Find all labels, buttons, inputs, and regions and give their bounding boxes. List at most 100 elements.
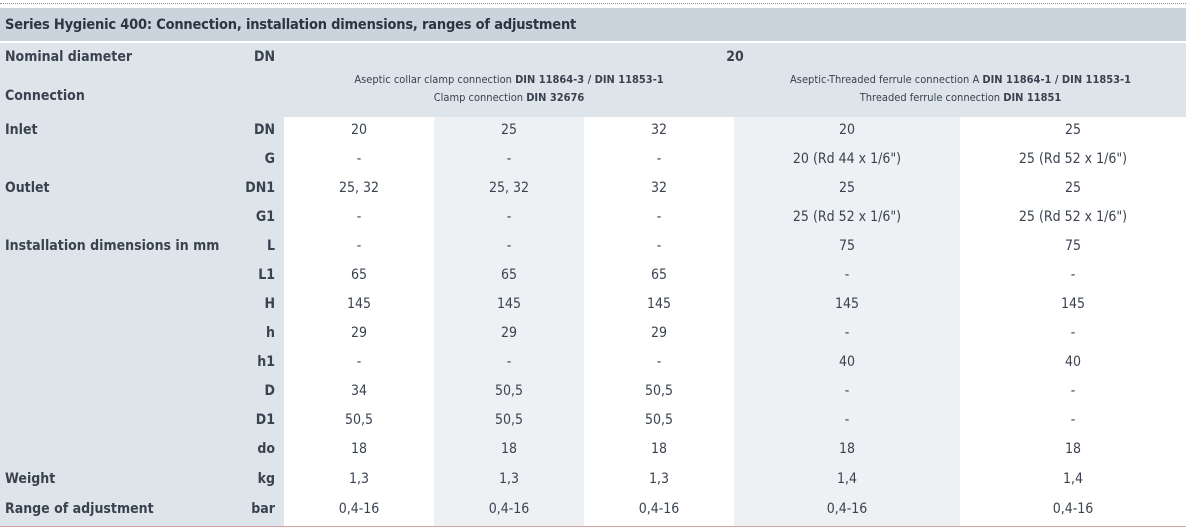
table-cell: 40: [1064, 354, 1082, 370]
table-cell: 32: [650, 180, 668, 196]
table-cell: 18: [1064, 441, 1082, 457]
row-label: Installation dimensions in mm: [5, 238, 220, 254]
table-cell: 75: [838, 238, 856, 254]
table-cell: 25 (Rd 52 x 1/6"): [1018, 209, 1128, 225]
table-cell: 1,3: [498, 471, 520, 487]
table-cell: 75: [1064, 238, 1082, 254]
row-unit: D1: [255, 412, 275, 428]
table-cell: 1,4: [1062, 471, 1084, 487]
table-cell: 25 (Rd 52 x 1/6"): [1018, 151, 1128, 167]
table-cell: -: [1070, 267, 1076, 283]
table-cell: 25: [838, 180, 856, 196]
table-cell: 65: [350, 267, 368, 283]
table-cell: -: [1070, 325, 1076, 341]
table-cell: 40: [838, 354, 856, 370]
table-cell: 145: [646, 296, 672, 312]
row-unit: L1: [258, 267, 275, 283]
connection-group-b: Aseptic-Threaded ferrule connection A DI…: [790, 73, 1131, 104]
table-cell: 25: [1064, 122, 1082, 138]
table-cell: -: [656, 151, 662, 167]
connection-label: Connection: [5, 88, 85, 104]
row-unit: D: [264, 383, 275, 399]
table-cell: 145: [346, 296, 372, 312]
table-cell: 0,4-16: [1052, 501, 1094, 517]
nominal-diameter-label: Nominal diameter: [5, 49, 133, 65]
table-cell: 25: [500, 122, 518, 138]
top-dotted-rule: [0, 3, 1186, 4]
row-unit: H: [264, 296, 275, 312]
table-cell: 145: [1060, 296, 1086, 312]
table-cell: -: [844, 412, 850, 428]
table-cell: 50,5: [644, 383, 674, 399]
label-column-bg: [0, 117, 284, 527]
table-cell: 25 (Rd 52 x 1/6"): [792, 209, 902, 225]
table-cell: -: [844, 383, 850, 399]
table-cell: 25, 32: [488, 180, 530, 196]
row-unit: kg: [257, 471, 275, 487]
row-unit: G: [264, 151, 275, 167]
table-cell: 20 (Rd 44 x 1/6"): [792, 151, 902, 167]
row-unit: h1: [257, 354, 275, 370]
table-cell: 29: [650, 325, 668, 341]
table-cell: 18: [650, 441, 668, 457]
nominal-diameter-unit: DN: [254, 49, 275, 65]
table-cell: -: [1070, 412, 1076, 428]
table-title-bar: Series Hygienic 400: Connection, install…: [0, 8, 1186, 41]
table-cell: -: [844, 267, 850, 283]
table-cell: 50,5: [644, 412, 674, 428]
table-cell: 20: [350, 122, 368, 138]
table-cell: 0,4-16: [638, 501, 680, 517]
table-cell: 18: [500, 441, 518, 457]
table-cell: 1,3: [348, 471, 370, 487]
table-cell: -: [844, 325, 850, 341]
table-body: Inlet DN 20 25 32 20 25 G - - - 20 (Rd 44 x 1/6") 25…: [0, 117, 1186, 527]
table-cell: 145: [834, 296, 860, 312]
value-column-3-bg: [584, 117, 734, 527]
table-cell: -: [506, 238, 512, 254]
table-cell: 65: [500, 267, 518, 283]
table-cell: 65: [650, 267, 668, 283]
row-unit: h: [266, 325, 275, 341]
table-cell: -: [656, 238, 662, 254]
table-cell: 32: [650, 122, 668, 138]
table-cell: 25: [1064, 180, 1082, 196]
value-column-4-bg: [734, 117, 960, 527]
table-cell: 18: [838, 441, 856, 457]
table-cell: 0,4-16: [338, 501, 380, 517]
table-cell: -: [356, 209, 362, 225]
row-unit: do: [257, 441, 275, 457]
table-cell: -: [506, 151, 512, 167]
bottom-rule: [0, 526, 1186, 527]
table-cell: 29: [500, 325, 518, 341]
row-unit: bar: [251, 501, 275, 517]
nominal-diameter-value: 20: [726, 49, 744, 65]
table-cell: 50,5: [494, 383, 524, 399]
table-cell: -: [506, 209, 512, 225]
value-column-1-bg: [284, 117, 434, 527]
table-cell: 25, 32: [338, 180, 380, 196]
table-cell: -: [356, 238, 362, 254]
table-header: Nominal diameter DN 20 Connection Asepti…: [0, 43, 1186, 117]
row-unit: DN1: [245, 180, 275, 196]
table-cell: 1,3: [648, 471, 670, 487]
table-cell: 0,4-16: [826, 501, 868, 517]
table-cell: -: [356, 354, 362, 370]
value-column-5-bg: [960, 117, 1186, 527]
table-cell: -: [656, 209, 662, 225]
table-cell: 50,5: [344, 412, 374, 428]
row-label: Inlet: [5, 122, 38, 138]
table-cell: 1,4: [836, 471, 858, 487]
row-unit: DN: [254, 122, 275, 138]
row-label: Outlet: [5, 180, 50, 196]
table-cell: 0,4-16: [488, 501, 530, 517]
row-label: Weight: [5, 471, 56, 487]
value-column-2-bg: [434, 117, 584, 527]
table-cell: 18: [350, 441, 368, 457]
connection-group-a: Aseptic collar clamp connection DIN 1186…: [354, 73, 664, 104]
row-unit: G1: [255, 209, 275, 225]
row-label: Range of adjustment: [5, 501, 154, 517]
table-cell: 50,5: [494, 412, 524, 428]
table-cell: -: [356, 151, 362, 167]
table-cell: -: [506, 354, 512, 370]
